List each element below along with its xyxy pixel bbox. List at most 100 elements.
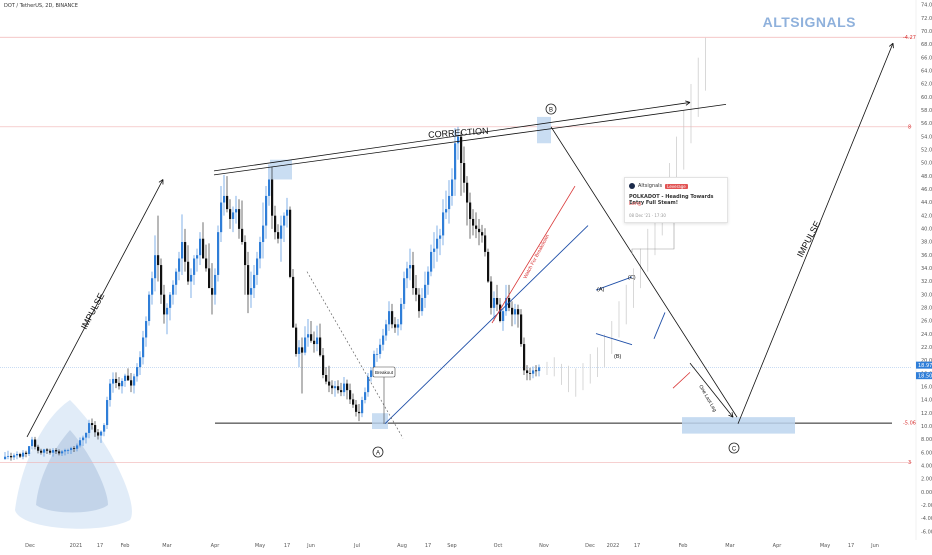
candle-body [268, 179, 271, 196]
candle-body [112, 378, 115, 384]
y-tick-label: 24.00 [921, 332, 932, 338]
x-tick-label: Oct [494, 543, 503, 549]
candle-body [52, 450, 55, 453]
wave-b-circle [545, 103, 557, 115]
y-tick-label: -6.00 [921, 529, 932, 535]
y-tick-label: 66.00 [921, 55, 932, 61]
candle-body [97, 432, 100, 436]
y-tick-label: 72.00 [921, 16, 932, 22]
candle-body [412, 265, 415, 289]
candle-body [391, 311, 394, 325]
correction-line-upper [213, 102, 691, 172]
breakout-label: Breakout [375, 370, 394, 375]
candle-body [199, 238, 202, 256]
y-tick-label: 2.00 [921, 477, 932, 483]
highlight-zones [270, 116, 795, 434]
wave-a-label: A [376, 451, 380, 457]
y-tick-label: 44.00 [921, 200, 932, 206]
candle-body [217, 232, 220, 275]
candle-body [463, 163, 466, 183]
wave-c-circle [728, 442, 740, 454]
candle-body [394, 324, 397, 328]
candle-body [385, 324, 388, 336]
candle-body [280, 225, 283, 239]
y-tick-label: 70.00 [921, 29, 932, 35]
axes: 74.00 72.00 70.00 68.00 66.00 64.00 62.00 60.00… [25, 0, 932, 549]
candle-body [484, 235, 487, 252]
candle-body [163, 294, 166, 315]
candle-body [106, 400, 109, 426]
candle-body [511, 307, 514, 315]
idea-card[interactable]: Altsignals Leverage POLKADOT - Heading T… [624, 177, 728, 223]
candle-body [502, 311, 505, 322]
x-tick-label: Apr [211, 543, 221, 549]
red-small-line [672, 372, 691, 389]
candle-body [355, 404, 358, 412]
candle-body [424, 284, 427, 298]
candle-body [238, 209, 241, 229]
candle-body [313, 340, 316, 345]
candle-body [103, 425, 106, 432]
level-tag-top: -4.27 [903, 35, 916, 41]
candle-body [520, 314, 523, 345]
logo-watermark [15, 400, 132, 529]
candle-body [4, 456, 7, 460]
x-tick-label: Dec [25, 543, 35, 549]
candle-body [250, 288, 253, 295]
y-tick-label: 30.00 [921, 292, 932, 298]
level-tag-low: 3 [908, 460, 911, 466]
idea-card-header: Altsignals Leverage [629, 183, 688, 189]
logo-watermark-inner [36, 430, 108, 513]
sub-wave-b-line [595, 333, 633, 346]
candle-body [331, 385, 334, 389]
candle-body [175, 271, 178, 285]
candle-body [229, 209, 232, 219]
candle-body [271, 179, 274, 216]
candle-body [85, 432, 88, 438]
candle-body [436, 238, 439, 249]
candle-body [31, 439, 34, 447]
idea-author: Altsignals [638, 183, 663, 189]
correction-arrow-head [685, 100, 691, 106]
candle-body [388, 311, 391, 325]
idea-date: 08 Dec '21 · 17:30 [629, 213, 666, 218]
candle-body [316, 337, 319, 345]
y-tick-label: 32.00 [921, 279, 932, 285]
correction-line-lower [213, 127, 561, 176]
impulse-left-line [26, 179, 164, 438]
y-tick-label: -2.00 [921, 503, 932, 509]
candle-body [223, 195, 226, 203]
candle-body [526, 370, 529, 374]
y-tick-label: 4.00 [921, 463, 932, 469]
candle-body [448, 195, 451, 210]
y-tick-label: 26.00 [921, 319, 932, 325]
y-tick-label: 68.00 [921, 42, 932, 48]
candle-body [346, 383, 349, 391]
price-tag-current-bg [916, 361, 932, 369]
candle-body [118, 382, 121, 387]
candle-body [529, 373, 532, 374]
candle-body [235, 209, 238, 213]
candle-body [241, 228, 244, 243]
idea-callout-connector [631, 221, 675, 254]
candle-body [73, 448, 76, 449]
x-tick-label: May [255, 543, 265, 549]
dashed-decline-line [306, 271, 404, 439]
idea-title: POLKADOT - Heading Towards Entry Full St… [629, 194, 714, 206]
candle-body [370, 370, 373, 377]
sub-wave-a-line [595, 276, 633, 291]
y-tick-label: 6.00 [921, 450, 932, 456]
candle-body [430, 251, 433, 272]
x-tick-label: Apr [773, 543, 783, 549]
candle-body [244, 242, 247, 266]
level-tag-mid: 8 [908, 124, 911, 130]
candle-body [28, 446, 31, 455]
y-tick-label: 54.00 [921, 134, 932, 140]
candle-body [493, 297, 496, 308]
candle-body [139, 357, 142, 368]
candle-body [70, 448, 73, 451]
decline-trendline [550, 126, 738, 418]
candle-body [94, 425, 97, 433]
